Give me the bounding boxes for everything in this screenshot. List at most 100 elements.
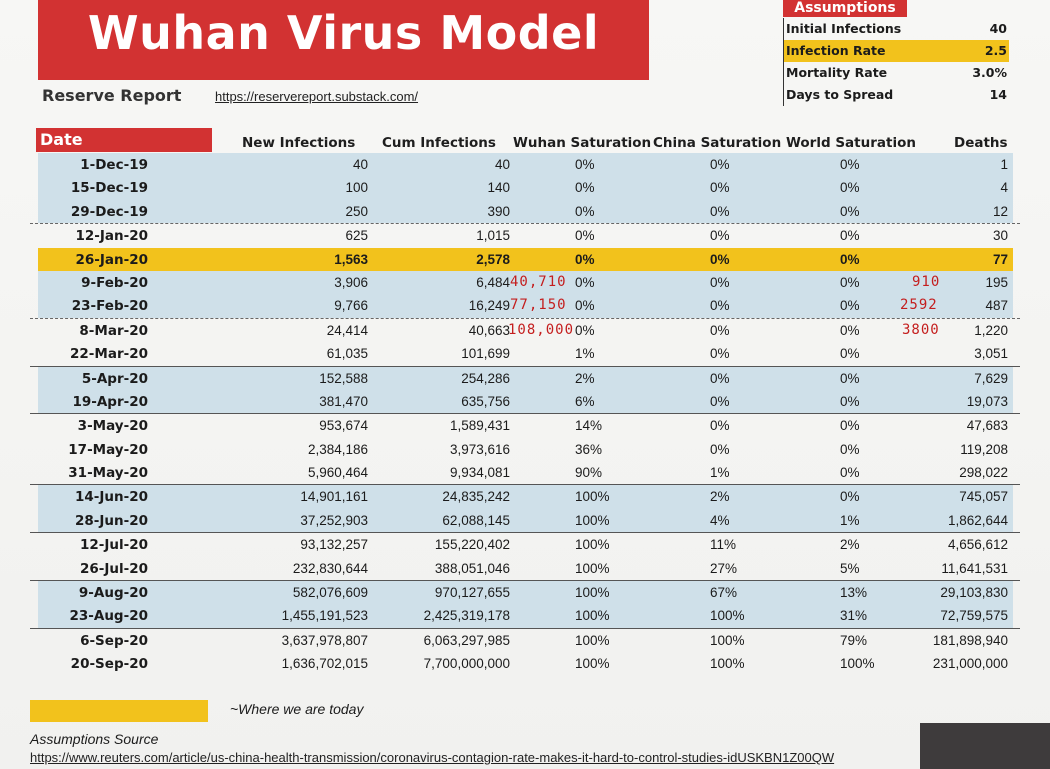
cell-cum-infections: 1,589,431	[449, 418, 510, 434]
assumption-value: 3.0%	[972, 65, 1007, 80]
cell-cum-infections: 9,934,081	[449, 465, 510, 481]
cell-cum-infections: 635,756	[461, 393, 510, 409]
table-row: 29-Dec-19 250 390 0% 0% 0% 12	[30, 199, 1020, 224]
cell-cum-infections: 16,249	[468, 298, 510, 314]
cell-cum-infections: 155,220,402	[434, 537, 510, 553]
cell-date: 5-Apr-20	[81, 370, 148, 387]
assumption-value: 14	[989, 87, 1007, 102]
cell-deaths: 1	[1000, 157, 1008, 172]
cell-new-infections: 625	[345, 228, 368, 244]
cell-date: 22-Mar-20	[70, 346, 148, 363]
assumptions-heading: Assumptions	[783, 0, 907, 17]
handwritten-note: 40,710	[510, 273, 567, 290]
cell-deaths: 7,629	[974, 370, 1008, 386]
cell-new-infections: 40	[352, 157, 368, 172]
assumption-initial-infections: Initial Infections 40	[783, 18, 1009, 40]
cell-world-saturation: 13%	[840, 585, 868, 601]
column-header-deaths: Deaths	[954, 135, 1008, 151]
cell-new-infections: 232,830,644	[292, 560, 368, 576]
page-title: Wuhan Virus Model	[87, 6, 600, 60]
cell-world-saturation: 31%	[840, 608, 868, 624]
cell-new-infections: 3,637,978,807	[281, 632, 368, 648]
cell-china-saturation: 0%	[710, 274, 730, 290]
cell-world-saturation: 0%	[840, 393, 860, 409]
cell-new-infections: 100	[345, 180, 368, 196]
assumption-label: Mortality Rate	[786, 65, 888, 80]
cell-china-saturation: 0%	[710, 322, 730, 338]
cell-deaths: 487	[985, 298, 1008, 314]
cell-cum-infections: 254,286	[461, 370, 510, 386]
handwritten-note: 2592	[900, 297, 938, 314]
table-row: 22-Mar-20 61,035 101,699 1% 0% 0% 3,051	[30, 342, 1020, 365]
cell-deaths: 72,759,575	[940, 608, 1008, 624]
table-row: 23-Aug-20 1,455,191,523 2,425,319,178 100% 1…	[30, 604, 1020, 628]
cell-cum-infections: 40	[494, 157, 510, 172]
cell-new-infections: 1,563	[334, 251, 368, 267]
report-url-link[interactable]: https://reservereport.substack.com/	[215, 89, 419, 104]
assumption-value: 2.5	[984, 43, 1007, 58]
cell-date: 6-Sep-20	[80, 632, 148, 649]
cell-cum-infections: 7,700,000,000	[423, 656, 510, 672]
table-row: 28-Jun-20 37,252,903 62,088,145 100% 4% 1% 1,8…	[30, 508, 1020, 533]
cell-cum-infections: 1,015	[476, 228, 510, 244]
assumption-label: Infection Rate	[786, 43, 886, 58]
handwritten-note: 77,150	[510, 297, 567, 314]
cell-china-saturation: 2%	[710, 489, 730, 505]
assumption-label: Days to Spread	[786, 87, 894, 102]
assumptions-box: Assumptions Initial Infections 40 Infect…	[783, 0, 1009, 108]
cell-world-saturation: 2%	[840, 537, 860, 553]
cell-cum-infections: 101,699	[461, 346, 510, 362]
cell-wuhan-saturation: 100%	[575, 537, 610, 553]
cell-wuhan-saturation: 14%	[575, 418, 603, 434]
cell-china-saturation: 0%	[710, 418, 730, 434]
cell-deaths: 19,073	[966, 393, 1008, 409]
row-background	[38, 294, 1013, 318]
cell-wuhan-saturation: 100%	[575, 489, 610, 505]
cell-china-saturation: 67%	[710, 585, 738, 601]
table-row: 31-May-20 5,960,464 9,934,081 90% 1% 0% 298,02…	[30, 461, 1020, 484]
row-background	[38, 604, 1013, 628]
cell-world-saturation: 0%	[840, 298, 860, 314]
cell-china-saturation: 0%	[710, 346, 730, 362]
cell-cum-infections: 2,425,319,178	[423, 608, 510, 624]
cell-wuhan-saturation: 100%	[575, 632, 610, 648]
cell-world-saturation: 0%	[840, 228, 860, 244]
cell-china-saturation: 0%	[710, 251, 730, 267]
cell-china-saturation: 0%	[710, 228, 730, 244]
table-row: 20-Sep-20 1,636,702,015 7,700,000,000 100% 1…	[30, 652, 1020, 675]
cell-deaths: 181,898,940	[932, 632, 1008, 648]
cell-wuhan-saturation: 2%	[575, 370, 595, 386]
cell-china-saturation: 100%	[710, 632, 745, 648]
assumption-infection-rate: Infection Rate 2.5	[783, 40, 1009, 62]
column-header-date: Date	[36, 128, 212, 152]
cell-wuhan-saturation: 0%	[575, 180, 595, 196]
cell-deaths: 3,051	[974, 346, 1008, 362]
cell-wuhan-saturation: 0%	[575, 228, 595, 244]
cell-deaths: 298,022	[959, 465, 1008, 481]
cell-date: 12-Jul-20	[79, 537, 148, 554]
column-header-world-saturation: World Saturation	[786, 135, 916, 151]
table-row: 19-Apr-20 381,470 635,756 6% 0% 0% 19,073	[30, 389, 1020, 414]
cell-deaths: 30	[992, 228, 1008, 244]
cell-deaths: 4,656,612	[947, 537, 1008, 553]
column-header-china-saturation: China Saturation	[653, 135, 782, 151]
cell-wuhan-saturation: 6%	[575, 393, 595, 409]
table-row: 3-May-20 953,674 1,589,431 14% 0% 0% 47,683	[30, 413, 1020, 437]
table-row: 9-Feb-20 3,906 6,484 0% 0% 0% 195 40,710 910	[30, 270, 1020, 295]
cell-china-saturation: 0%	[710, 441, 730, 457]
assumption-label: Initial Infections	[786, 21, 902, 36]
cell-new-infections: 9,766	[334, 298, 368, 314]
cell-new-infections: 14,901,161	[300, 489, 368, 505]
source-url-link[interactable]: https://www.reuters.com/article/us-china…	[30, 750, 835, 765]
table-row: 15-Dec-19 100 140 0% 0% 0% 4	[30, 176, 1020, 200]
cell-wuhan-saturation: 0%	[575, 274, 595, 290]
cell-china-saturation: 0%	[710, 393, 730, 409]
table-row: 17-May-20 2,384,186 3,973,616 36% 0% 0% 119,20…	[30, 438, 1020, 461]
cell-cum-infections: 390	[487, 203, 510, 219]
cell-new-infections: 2,384,186	[307, 441, 368, 457]
cell-new-infections: 5,960,464	[307, 465, 368, 481]
cell-cum-infections: 388,051,046	[434, 560, 510, 576]
table-row: 26-Jan-20 1,563 2,578 0% 0% 0% 77	[30, 247, 1020, 271]
cell-new-infections: 24,414	[326, 322, 368, 338]
